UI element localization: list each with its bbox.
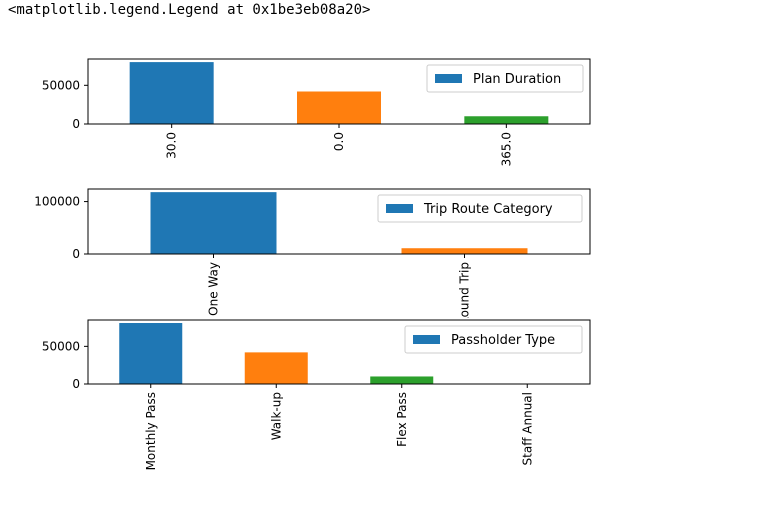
bar-365-0	[464, 116, 549, 124]
bar-round-trip	[401, 248, 528, 254]
subplot-passholder-type: 0 50000 Monthly Pass Walk-up Flex Pass Staff …	[42, 319, 591, 470]
x-tick-label: 30.0	[165, 132, 179, 159]
legend-swatch	[435, 74, 462, 83]
x-tick-label: Flex Pass	[395, 392, 409, 447]
y-tick-label: 0	[72, 377, 80, 391]
axes-frame	[87, 319, 591, 385]
legend-label: Trip Route Category	[423, 202, 553, 217]
axes-frame	[87, 188, 591, 255]
legend-swatch	[386, 204, 413, 213]
x-tick-label: Round Trip	[458, 262, 472, 325]
bar-0-0	[297, 91, 381, 124]
y-tick-label: 50000	[42, 339, 80, 353]
bar-walk-up	[244, 352, 308, 384]
output-text: <matplotlib.legend.Legend at 0x1be3eb08a…	[8, 2, 371, 18]
legend-box	[404, 325, 583, 354]
y-tick-label: 50000	[42, 78, 80, 92]
bar-flex-pass	[370, 376, 434, 384]
legend-box	[377, 194, 583, 223]
legend: Plan Duration	[426, 64, 584, 93]
bar-30-0	[129, 62, 214, 124]
legend-label: Passholder Type	[451, 333, 555, 348]
legend-box	[426, 64, 584, 93]
x-tick-label: 365.0	[499, 132, 513, 166]
legend-label: Plan Duration	[473, 72, 561, 87]
subplot-trip-route-category: 0 100000 One Way Round Trip Trip Route Categ…	[34, 188, 591, 325]
legend: Passholder Type	[404, 325, 583, 354]
legend: Trip Route Category	[377, 194, 583, 223]
legend-swatch	[413, 335, 440, 344]
y-tick-label: 0	[72, 117, 80, 131]
subplot-plan-duration: 0 50000 30.0 0.0 365.0 Plan Duration	[42, 58, 591, 166]
y-tick-label: 100000	[34, 195, 80, 209]
x-tick-label: Staff Annual	[520, 392, 534, 465]
x-tick-label: Walk-up	[269, 392, 283, 440]
x-tick-label: One Way	[207, 262, 221, 316]
bar-monthly-pass	[119, 323, 183, 384]
bar-one-way	[150, 192, 277, 254]
x-tick-label: 0.0	[332, 132, 346, 151]
x-tick-label: Monthly Pass	[144, 392, 158, 470]
y-tick-label: 0	[72, 247, 80, 261]
